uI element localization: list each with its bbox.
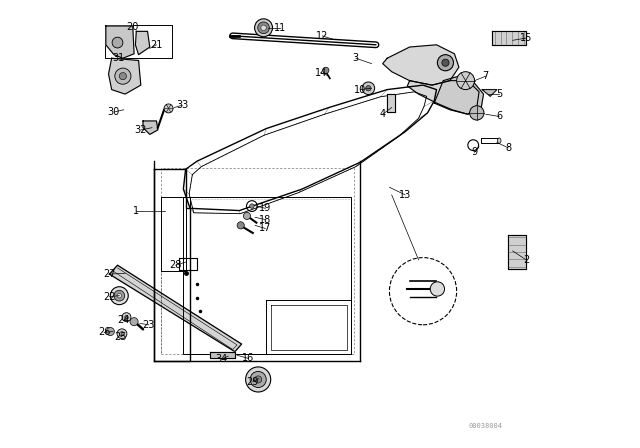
Text: 16: 16 xyxy=(242,353,255,363)
Circle shape xyxy=(119,73,127,80)
Circle shape xyxy=(110,287,128,305)
Circle shape xyxy=(243,212,250,220)
Text: 28: 28 xyxy=(170,260,182,270)
Text: 24: 24 xyxy=(118,315,130,325)
Text: 17: 17 xyxy=(259,224,271,233)
Text: 12: 12 xyxy=(316,31,328,41)
Text: 25: 25 xyxy=(115,332,127,342)
Text: 18: 18 xyxy=(259,215,271,224)
Polygon shape xyxy=(109,58,141,94)
Circle shape xyxy=(122,313,131,322)
Text: 6: 6 xyxy=(496,112,502,121)
Text: 22: 22 xyxy=(103,292,116,302)
Ellipse shape xyxy=(497,138,501,143)
Circle shape xyxy=(130,318,138,326)
Polygon shape xyxy=(493,31,526,45)
Polygon shape xyxy=(210,352,235,358)
Circle shape xyxy=(250,371,266,388)
Circle shape xyxy=(255,19,273,37)
Text: 20: 20 xyxy=(127,22,139,32)
Text: 9: 9 xyxy=(472,147,477,157)
Circle shape xyxy=(430,282,445,296)
Text: 11: 11 xyxy=(273,23,286,33)
Circle shape xyxy=(114,290,125,301)
Text: 14: 14 xyxy=(315,68,327,78)
Polygon shape xyxy=(482,90,497,96)
Circle shape xyxy=(258,22,269,34)
Text: 33: 33 xyxy=(176,100,188,110)
Text: 4: 4 xyxy=(380,109,386,119)
Polygon shape xyxy=(508,235,526,269)
Polygon shape xyxy=(136,31,150,55)
Text: 10: 10 xyxy=(354,85,367,95)
Circle shape xyxy=(115,68,131,84)
Polygon shape xyxy=(387,94,396,112)
Polygon shape xyxy=(109,265,241,352)
Circle shape xyxy=(117,329,127,339)
Circle shape xyxy=(261,25,266,30)
Circle shape xyxy=(112,37,123,48)
Text: 21: 21 xyxy=(150,40,163,50)
Circle shape xyxy=(437,55,454,71)
Polygon shape xyxy=(435,76,484,114)
Text: 2: 2 xyxy=(523,255,529,265)
Text: 32: 32 xyxy=(134,125,147,135)
Text: 34: 34 xyxy=(215,354,228,364)
Text: 13: 13 xyxy=(399,190,412,200)
Text: 31: 31 xyxy=(112,53,125,63)
Circle shape xyxy=(456,72,474,90)
Text: 3: 3 xyxy=(353,53,359,63)
Circle shape xyxy=(255,376,262,383)
Circle shape xyxy=(246,367,271,392)
Text: 5: 5 xyxy=(496,89,502,99)
Text: 8: 8 xyxy=(505,143,511,153)
Text: 26: 26 xyxy=(98,327,110,337)
Circle shape xyxy=(362,82,374,95)
Circle shape xyxy=(164,104,173,113)
Text: 29: 29 xyxy=(246,377,259,387)
Text: 23: 23 xyxy=(143,320,155,330)
Circle shape xyxy=(470,106,484,120)
Text: 19: 19 xyxy=(259,203,271,213)
Text: 1: 1 xyxy=(133,206,140,215)
Text: 27: 27 xyxy=(103,269,116,279)
Circle shape xyxy=(237,222,244,229)
Circle shape xyxy=(117,293,122,298)
Polygon shape xyxy=(383,45,459,85)
Circle shape xyxy=(250,204,254,208)
Circle shape xyxy=(323,67,329,73)
Circle shape xyxy=(106,327,115,336)
Polygon shape xyxy=(407,81,479,114)
Text: 15: 15 xyxy=(520,33,532,43)
Circle shape xyxy=(442,59,449,66)
Polygon shape xyxy=(106,26,134,58)
Text: 7: 7 xyxy=(483,71,489,81)
Circle shape xyxy=(125,315,128,319)
Circle shape xyxy=(365,86,371,91)
Text: 30: 30 xyxy=(108,107,120,117)
Text: 00038004: 00038004 xyxy=(468,423,503,430)
Polygon shape xyxy=(143,121,158,134)
